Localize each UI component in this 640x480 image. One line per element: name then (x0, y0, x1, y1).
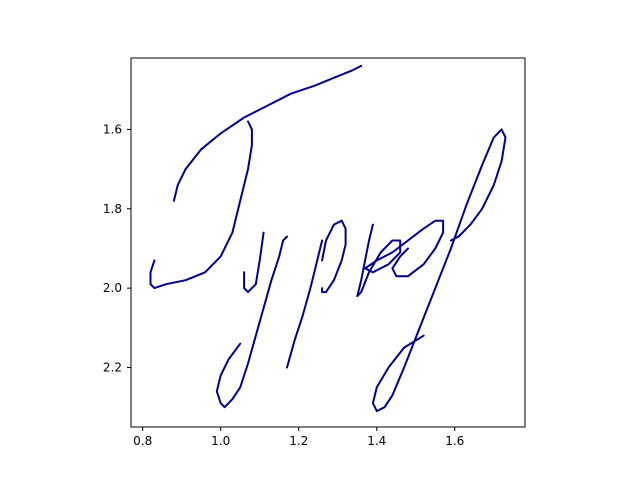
x-tick-label: 1.0 (211, 434, 230, 448)
series-line-1 (172, 64, 363, 202)
series-line-3 (243, 231, 265, 294)
x-axis: 0.8 1.0 1.2 1.4 1.6 (133, 427, 464, 448)
series-line-8 (371, 128, 507, 413)
x-tick-label: 0.8 (133, 434, 152, 448)
y-tick-label: 2.2 (103, 360, 122, 374)
series-line-6 (321, 219, 347, 294)
series-line-7 (356, 219, 445, 298)
y-axis: 1.6 1.8 2.0 2.2 (103, 122, 131, 374)
series-line-2 (149, 120, 253, 290)
y-tick-label: 2.0 (103, 281, 122, 295)
series-line-5 (286, 239, 324, 369)
series-layer (149, 64, 507, 413)
plot-frame (130, 57, 526, 428)
plot-area (131, 58, 525, 427)
x-tick-label: 1.2 (289, 434, 308, 448)
y-tick-label: 1.8 (103, 202, 122, 216)
x-tick-label: 1.4 (367, 434, 386, 448)
y-tick-label: 1.6 (103, 122, 122, 136)
series-line-4 (215, 235, 288, 409)
x-tick-label: 1.6 (445, 434, 464, 448)
